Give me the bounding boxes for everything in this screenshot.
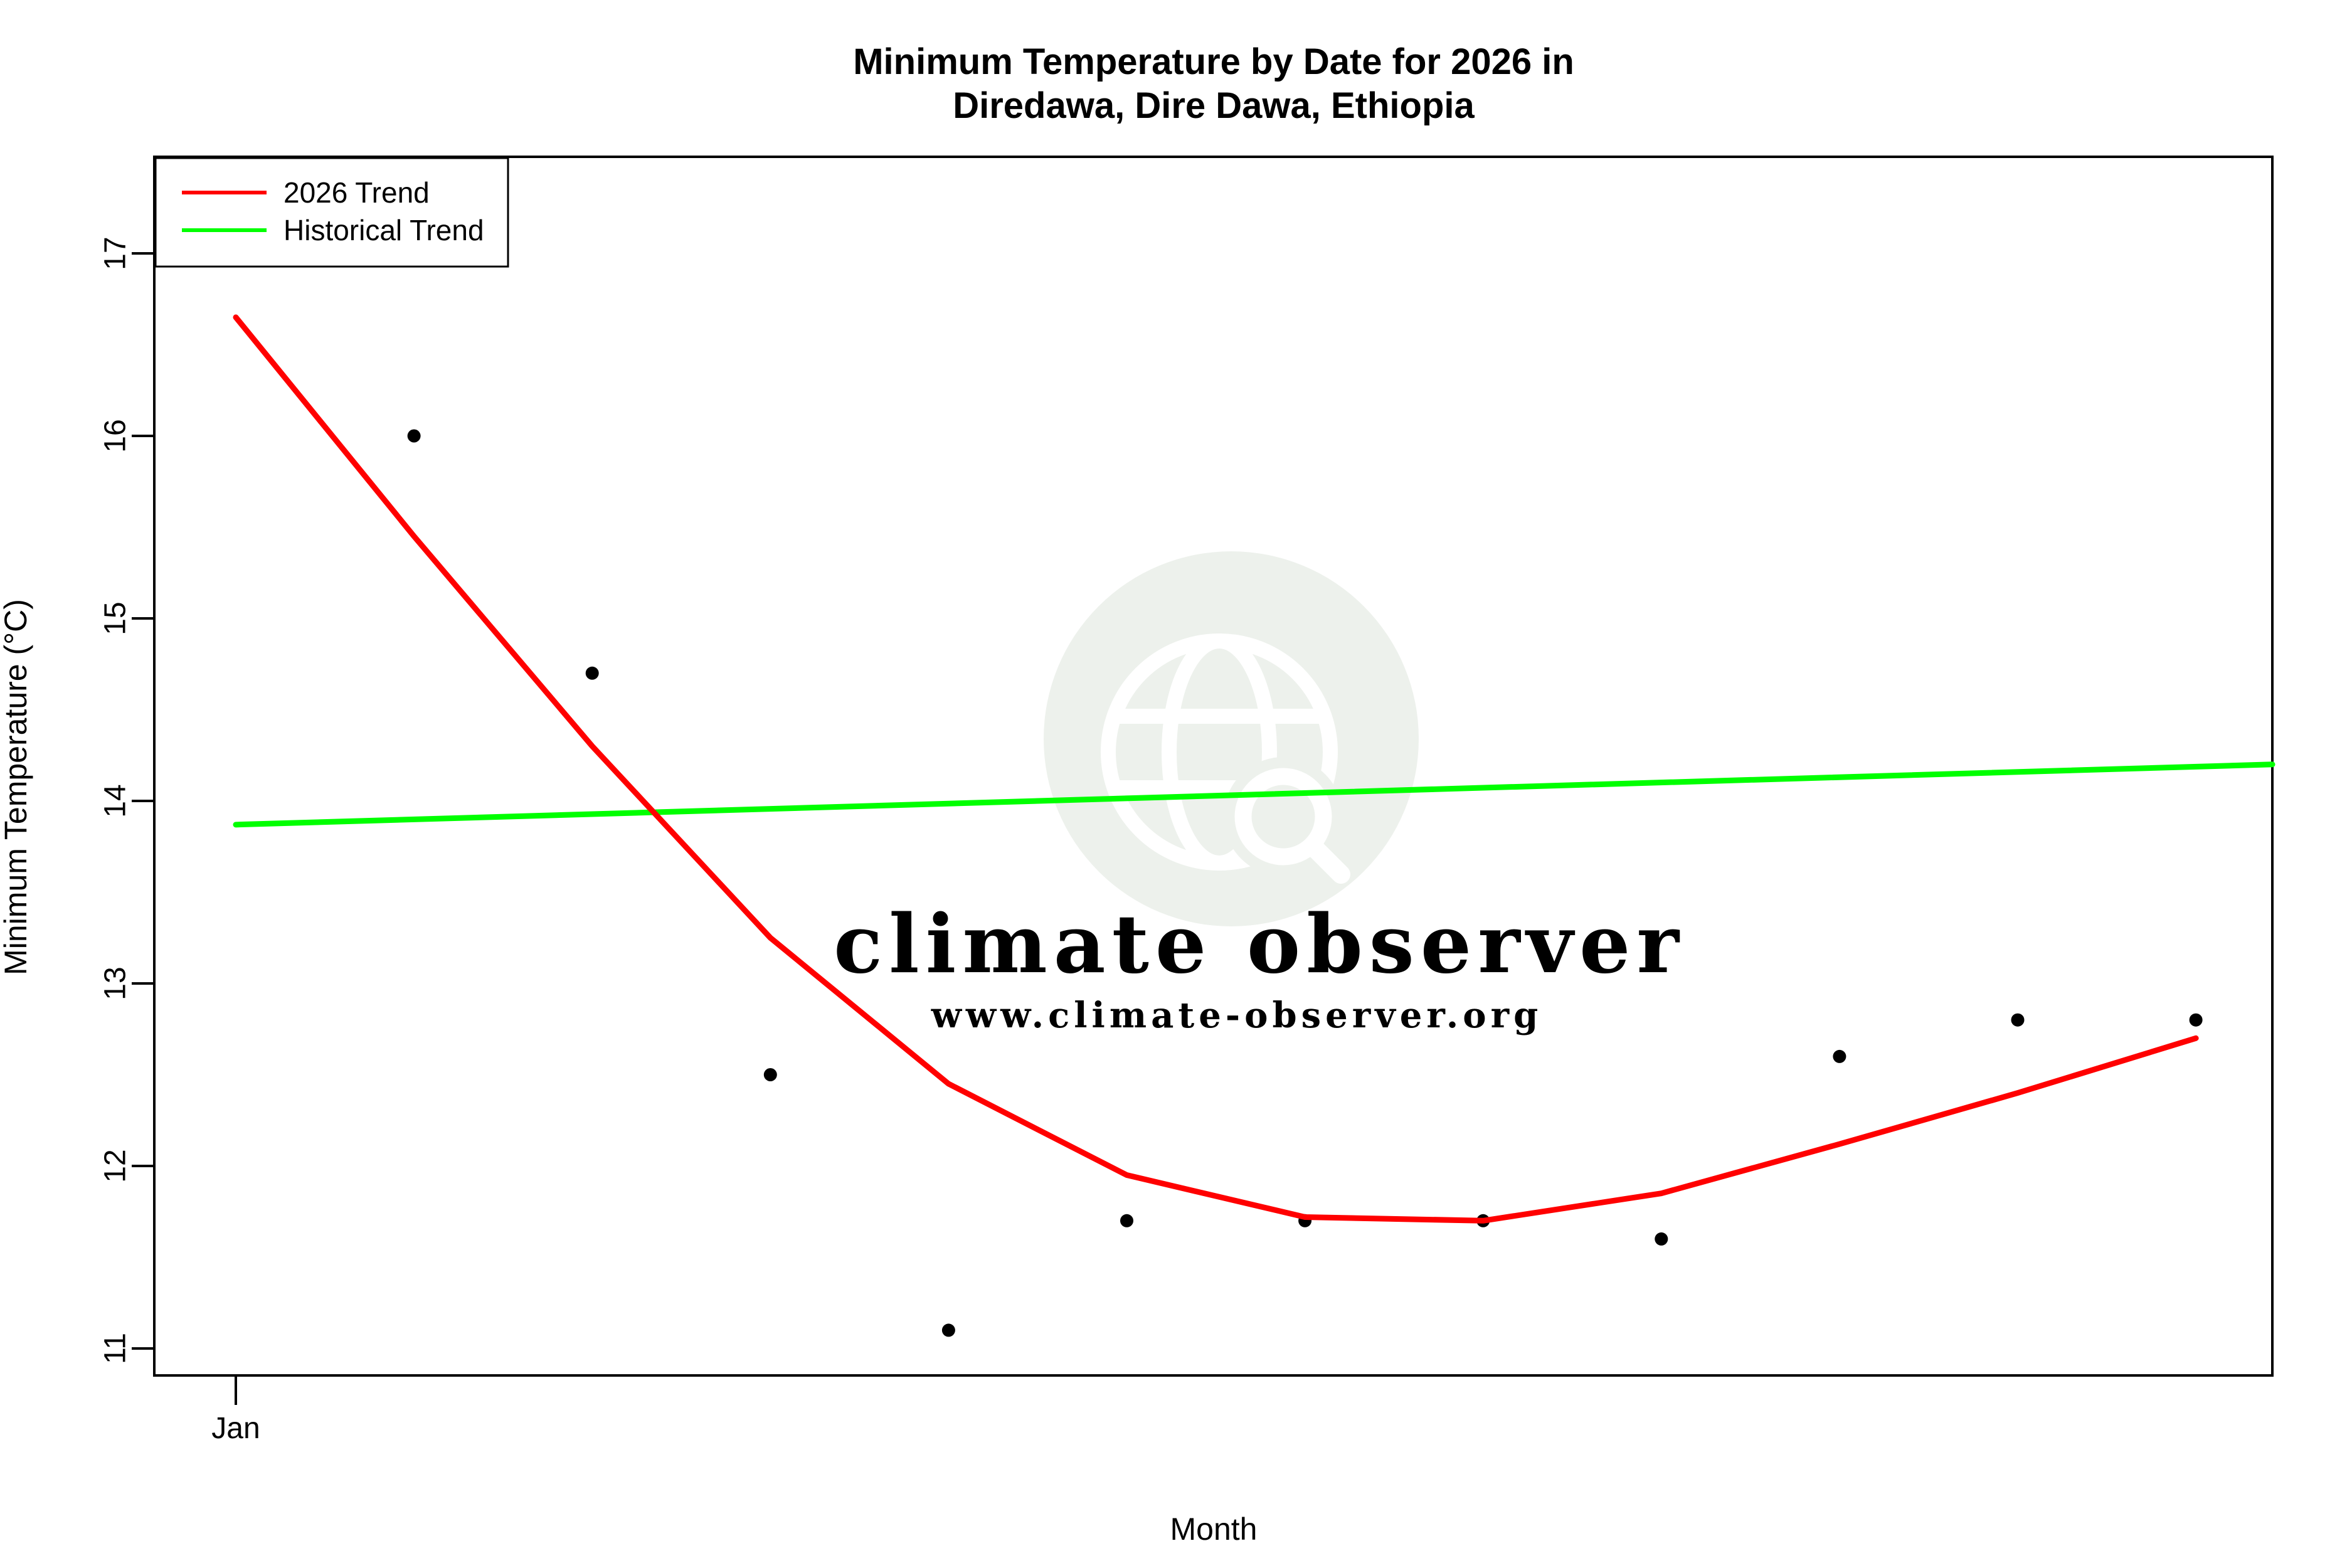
y-tick-label: 15 — [99, 601, 132, 635]
x-axis-label: Month — [1170, 1512, 1258, 1547]
chart-title-line1: Minimum Temperature by Date for 2026 in — [853, 41, 1574, 82]
y-axis-label: Minimum Temperature (°C) — [0, 599, 33, 975]
watermark-logo-circle — [1044, 551, 1419, 926]
data-point — [2011, 1013, 2025, 1027]
data-point — [763, 1068, 777, 1081]
y-tick-label: 17 — [99, 236, 132, 270]
y-tick-label: 13 — [99, 967, 132, 1000]
y-tick-label: 16 — [99, 419, 132, 452]
y-tick-label: 12 — [99, 1149, 132, 1182]
data-point — [941, 1323, 955, 1337]
watermark-brand-text: climate observer — [834, 898, 1685, 992]
data-point — [1655, 1232, 1668, 1246]
y-tick-label: 14 — [99, 784, 132, 817]
data-point — [1120, 1214, 1133, 1227]
x-tick-label: Jan — [211, 1412, 260, 1445]
y-tick-label: 11 — [99, 1333, 132, 1364]
legend-box — [154, 157, 509, 268]
legend-label-historical-trend: Historical Trend — [283, 214, 484, 246]
trend-2026-line — [233, 314, 2199, 1224]
watermark: climate observer www.climate-observer.or… — [834, 551, 1685, 1036]
watermark-url-text: www.climate-observer.org — [931, 995, 1543, 1036]
historical-trend-line — [233, 761, 2275, 828]
legend: 2026 Trend Historical Trend — [154, 157, 509, 268]
plot-area: 11 12 13 14 15 16 17 Jan — [99, 236, 2275, 1445]
legend-label-2026-trend: 2026 Trend — [283, 176, 430, 209]
data-point — [2189, 1013, 2203, 1027]
data-point — [585, 666, 599, 680]
data-point — [407, 429, 421, 443]
magnifier-handle — [1303, 837, 1350, 884]
chart-title-line2: Diredawa, Dire Dawa, Ethiopia — [953, 85, 1475, 126]
data-point — [1833, 1049, 1846, 1063]
magnifier-lens — [1234, 768, 1332, 866]
